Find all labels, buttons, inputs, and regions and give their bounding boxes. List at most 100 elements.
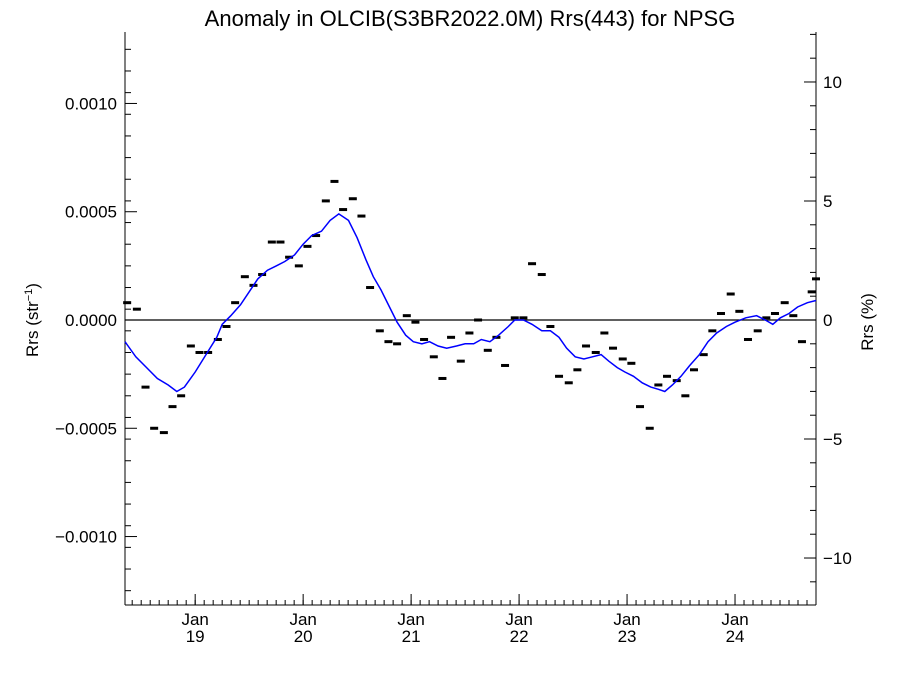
anomaly-point [213, 337, 222, 341]
anomaly-point [132, 307, 141, 311]
anomaly-point [645, 426, 654, 430]
anomaly-point [231, 301, 240, 305]
anomaly-point [420, 337, 429, 341]
x-tick-label-year: 20 [294, 627, 313, 646]
left-tick-label: 0.0000 [65, 311, 117, 330]
anomaly-point [348, 197, 357, 201]
x-tick-label-year: 21 [402, 627, 421, 646]
x-tick-label-year: 19 [186, 627, 205, 646]
left-tick-label: −0.0010 [55, 528, 117, 547]
anomaly-point [681, 394, 690, 398]
anomaly-point [429, 355, 438, 359]
y-label-left-superscript: −1 [23, 289, 35, 302]
left-tick-label: 0.0005 [65, 203, 117, 222]
anomaly-point [438, 376, 447, 380]
anomaly-marks [123, 179, 820, 435]
anomaly-point [573, 368, 582, 372]
anomaly-point [384, 340, 393, 344]
anomaly-point [807, 290, 816, 294]
y-axis-label-right: Rrs (%) [858, 293, 877, 351]
anomaly-point [312, 234, 321, 238]
anomaly-point [177, 394, 186, 398]
anomaly-point [501, 363, 510, 367]
left-tick-label: 0.0010 [65, 94, 117, 113]
x-tick-label-year: 22 [510, 627, 529, 646]
anomaly-point [222, 324, 231, 328]
anomaly-point [789, 314, 798, 318]
anomaly-point [483, 348, 492, 352]
anomaly-point [591, 350, 600, 354]
anomaly-point [546, 324, 555, 328]
anomaly-point [716, 312, 725, 316]
anomaly-point [555, 374, 564, 378]
left-tick-label: −0.0005 [55, 419, 117, 438]
anomaly-point [743, 337, 752, 341]
right-axis-ticks: 10 5 0 −5 −10 [804, 73, 852, 568]
anomaly-point [276, 240, 285, 244]
chart-title: Anomaly in OLCIB(S3BR2022.0M) Rrs(443) f… [205, 6, 736, 31]
right-tick-label: 0 [823, 311, 832, 330]
anomaly-point [159, 431, 168, 435]
anomaly-point [474, 318, 483, 322]
y-label-left-close: ) [23, 283, 42, 289]
running-mean-line [124, 212, 817, 393]
anomaly-point [123, 301, 132, 305]
anomaly-point [510, 316, 519, 320]
anomaly-point [195, 350, 204, 354]
x-tick-label-month: Jan [289, 610, 316, 629]
anomaly-point [654, 383, 663, 387]
anomaly-point [402, 314, 411, 318]
anomaly-point [150, 426, 159, 430]
right-tick-label: −5 [823, 430, 842, 449]
anomaly-point [600, 331, 609, 335]
anomaly-point [168, 405, 177, 409]
anomaly-point [663, 374, 672, 378]
anomaly-point [366, 286, 375, 290]
x-tick-label-month: Jan [721, 610, 748, 629]
anomaly-point [375, 329, 384, 333]
y-label-left-main: Rrs (str [23, 301, 42, 357]
anomaly-point [537, 273, 546, 277]
anomaly-point [519, 316, 528, 320]
anomaly-point [708, 329, 717, 333]
anomaly-point [699, 353, 708, 357]
anomaly-point [564, 381, 573, 385]
anomaly-point [339, 208, 348, 212]
anomaly-point [240, 275, 249, 279]
anomaly-point [393, 342, 402, 346]
right-tick-label: −10 [823, 549, 852, 568]
anomaly-point [321, 199, 330, 203]
anomaly-point [528, 262, 537, 266]
anomaly-point [186, 344, 195, 348]
x-tick-label-month: Jan [613, 610, 640, 629]
anomaly-point [456, 359, 465, 363]
anomaly-point [780, 301, 789, 305]
anomaly-point [267, 240, 276, 244]
anomaly-point [726, 292, 735, 296]
right-tick-label: 5 [823, 192, 832, 211]
left-axis-ticks: 0.0010 0.0005 0.0000 −0.0005 −0.0010 [55, 94, 137, 547]
anomaly-point [582, 344, 591, 348]
x-tick-label-year: 24 [726, 627, 745, 646]
x-tick-label-year: 23 [618, 627, 637, 646]
anomaly-point [609, 346, 618, 350]
anomaly-point [627, 361, 636, 365]
minor-ticks [125, 33, 817, 605]
anomaly-point [285, 255, 294, 259]
x-tick-label-month: Jan [397, 610, 424, 629]
anomaly-point [735, 309, 744, 313]
anomaly-point [762, 316, 771, 320]
anomaly-point [753, 329, 762, 333]
anomaly-point [770, 312, 779, 316]
anomaly-point [294, 264, 303, 268]
anomaly-point [330, 179, 339, 183]
anomaly-point [303, 244, 312, 248]
anomaly-point [411, 320, 420, 324]
anomaly-point [141, 385, 150, 389]
x-tick-label-month: Jan [505, 610, 532, 629]
anomaly-point [636, 405, 645, 409]
anomaly-point [618, 357, 627, 361]
y-axis-label-left: Rrs (str−1) [23, 283, 42, 357]
